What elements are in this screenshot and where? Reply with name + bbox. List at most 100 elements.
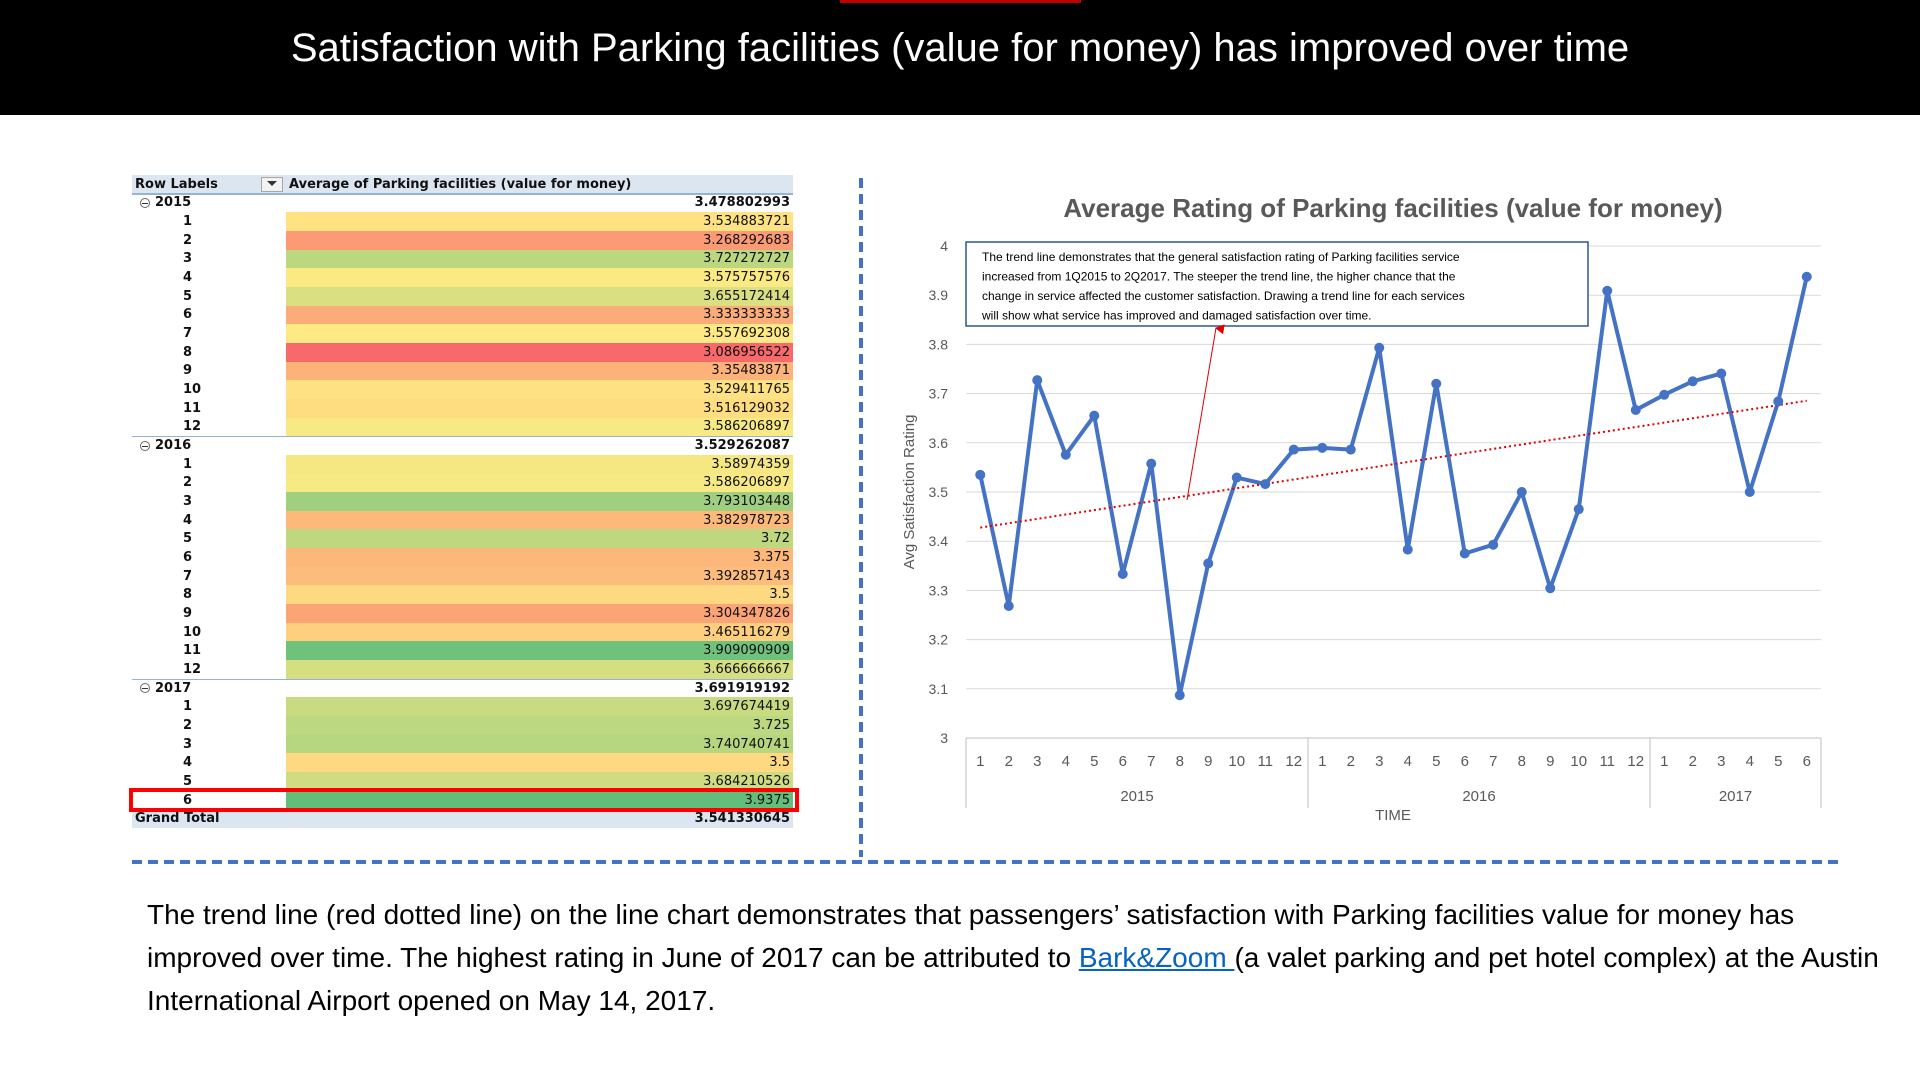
x-tick-label: 11 [1257, 753, 1273, 770]
slide-title: Satisfaction with Parking facilities (va… [290, 26, 1630, 70]
chart-title: Average Rating of Parking facilities (va… [1063, 193, 1722, 223]
data-point [1260, 479, 1271, 490]
x-tick-label: 1 [1318, 753, 1326, 770]
month-label: 5 [183, 773, 193, 789]
data-point [1174, 690, 1185, 701]
month-label: 6 [183, 549, 193, 565]
month-value: 3.586206897 [286, 473, 793, 493]
month-value: 3.268292683 [286, 230, 793, 250]
x-tick-label: 6 [1803, 753, 1811, 770]
month-value: 3.740740741 [286, 734, 793, 754]
data-point [1032, 375, 1043, 386]
collapse-icon [140, 197, 150, 208]
data-point [1687, 376, 1698, 387]
annotation-arrow [1186, 324, 1225, 501]
x-tick-label: 5 [1090, 753, 1098, 770]
data-point [1146, 458, 1157, 469]
x-tick-label: 2 [1689, 753, 1697, 770]
month-label: 8 [183, 344, 193, 360]
collapse-icon [140, 440, 150, 451]
month-value: 3.086956522 [286, 342, 793, 362]
y-tick-label: 3.3 [929, 582, 949, 598]
data-point [1374, 342, 1385, 353]
month-label: 5 [183, 531, 193, 547]
month-label: 3 [183, 736, 193, 752]
month-value: 3.375 [286, 548, 793, 567]
year-row-border [132, 436, 793, 438]
column-header: Average of Parking facilities (value for… [289, 176, 632, 192]
month-label: 9 [183, 605, 193, 621]
total-value: 3.541330645 [694, 811, 790, 827]
collapse-icon [140, 683, 150, 694]
month-label: 12 [183, 419, 202, 435]
x-tick-label: 12 [1627, 753, 1644, 770]
month-value: 3.793103448 [286, 492, 793, 511]
x-tick-label: 8 [1518, 753, 1526, 770]
annotation-text: increased from 1Q2015 to 2Q2017. The ste… [982, 270, 1456, 284]
data-point [1060, 449, 1071, 460]
x-tick-label: 8 [1176, 753, 1184, 770]
total-label: Grand Total [135, 811, 220, 827]
month-label: 3 [183, 251, 193, 267]
data-point [1003, 601, 1014, 611]
accent-bar [840, 0, 1081, 3]
body-text: The trend line (red dotted line) on the … [147, 893, 1907, 1022]
month-value: 3.382978723 [286, 510, 793, 530]
data-point [1117, 569, 1128, 579]
data-point [1488, 539, 1499, 550]
data-point [1431, 378, 1442, 389]
month-label: 2 [183, 717, 193, 733]
month-value: 3.72 [286, 529, 793, 549]
x-tick-label: 10 [1228, 753, 1245, 770]
month-label: 7 [183, 568, 193, 584]
month-value: 3.529411765 [286, 380, 793, 399]
data-point [975, 469, 986, 480]
y-tick-label: 4 [940, 238, 948, 254]
collapse-minus [142, 202, 148, 204]
link[interactable]: Bark&Zoom [1078, 942, 1235, 973]
x-tick-label: 1 [976, 753, 984, 770]
year-row-border [132, 678, 793, 680]
annotation-text: The trend line demonstrates that the gen… [982, 250, 1460, 264]
highlight-box [129, 787, 799, 813]
group-label: 2017 [1719, 788, 1752, 805]
x-tick-label: 2 [1005, 753, 1013, 770]
data-point [1773, 396, 1784, 407]
month-value: 3.557692308 [286, 324, 793, 343]
year-value: 3.478802993 [694, 195, 790, 211]
year-row-border [132, 193, 793, 195]
collapse-minus [142, 445, 148, 447]
group-label: 2016 [1462, 788, 1495, 805]
x-tick-label: 9 [1546, 753, 1554, 770]
data-point [1630, 405, 1641, 415]
month-value: 3.727272727 [286, 249, 793, 269]
data-point [1545, 583, 1556, 594]
body-text: The trend line (red dotted line) on the … [147, 899, 1795, 973]
y-axis-label: Avg Satisfaction Rating [901, 415, 918, 570]
month-label: 6 [183, 307, 193, 323]
data-point [1402, 544, 1413, 555]
data-point [1659, 389, 1670, 400]
y-tick-label: 3.5 [929, 484, 949, 500]
x-tick-label: 11 [1599, 753, 1615, 770]
data-point [1516, 487, 1527, 497]
x-tick-label: 9 [1204, 753, 1212, 770]
month-value: 3.516129032 [286, 398, 793, 418]
x-tick-label: 7 [1147, 753, 1155, 770]
year-value: 3.691919192 [694, 680, 790, 696]
month-value: 3.5 [286, 753, 793, 773]
y-tick-label: 3.2 [929, 632, 949, 648]
data-point [1801, 271, 1812, 282]
y-tick-label: 3 [940, 730, 948, 746]
x-tick-label: 6 [1461, 753, 1469, 770]
month-label: 11 [183, 400, 202, 416]
data-point [1602, 285, 1613, 296]
month-label: 1 [183, 699, 193, 715]
data-line [978, 276, 1809, 698]
x-tick-label: 3 [1375, 753, 1383, 770]
month-value: 3.909090909 [286, 641, 793, 661]
month-value: 3.5 [286, 585, 793, 605]
month-value: 3.655172414 [286, 286, 793, 306]
group-label: 2015 [1120, 788, 1153, 805]
data-point [1203, 558, 1214, 569]
